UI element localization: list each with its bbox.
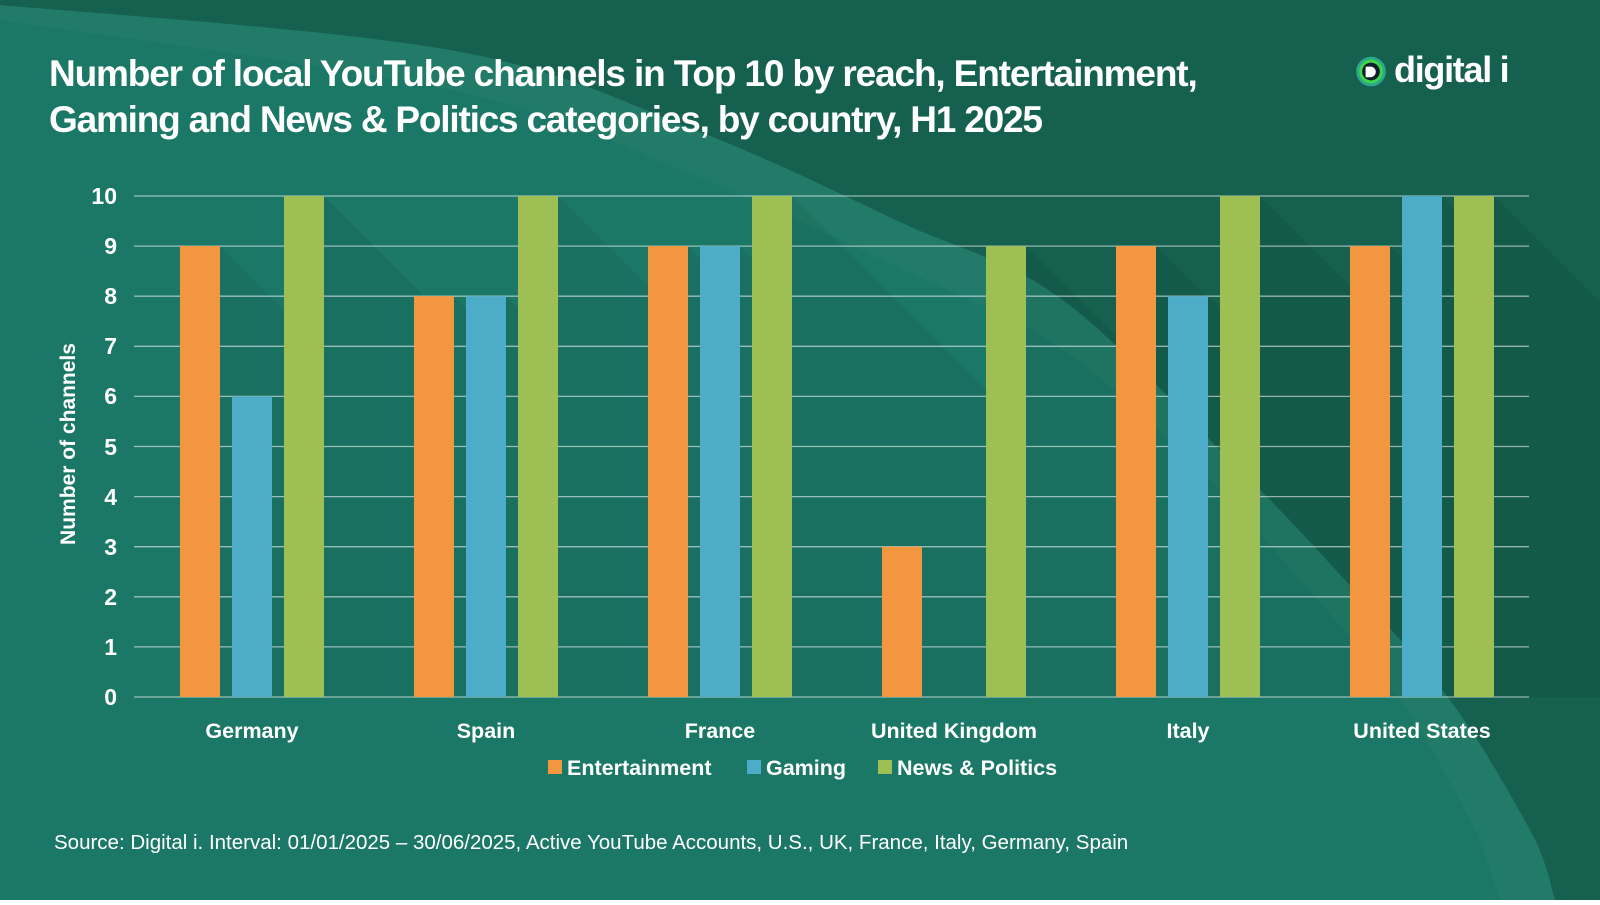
svg-text:Gaming and News & Politics cat: Gaming and News & Politics categories, b…: [49, 99, 1042, 140]
svg-text:Number of local YouTube channe: Number of local YouTube channels in Top …: [49, 53, 1197, 94]
svg-text:1: 1: [104, 634, 117, 660]
svg-text:digital i: digital i: [1394, 49, 1508, 90]
svg-text:France: France: [685, 719, 756, 743]
svg-text:2: 2: [104, 584, 117, 610]
svg-text:Italy: Italy: [1166, 719, 1209, 743]
svg-text:10: 10: [91, 183, 117, 209]
svg-text:Spain: Spain: [457, 719, 516, 743]
svg-text:United Kingdom: United Kingdom: [871, 719, 1037, 743]
svg-text:4: 4: [104, 484, 117, 510]
svg-text:6: 6: [104, 383, 117, 409]
svg-text:Germany: Germany: [205, 719, 298, 743]
svg-text:Source: Digital i. Interval: 0: Source: Digital i. Interval: 01/01/2025 …: [54, 831, 1128, 854]
svg-text:9: 9: [104, 233, 117, 259]
svg-text:5: 5: [104, 434, 117, 460]
svg-text:United States: United States: [1353, 719, 1490, 743]
svg-text:News & Politics: News & Politics: [897, 756, 1057, 780]
svg-text:8: 8: [104, 283, 117, 309]
svg-text:3: 3: [104, 534, 117, 560]
svg-text:Entertainment: Entertainment: [567, 756, 712, 780]
svg-text:7: 7: [104, 333, 117, 359]
svg-text:0: 0: [104, 684, 117, 710]
svg-text:Number of channels: Number of channels: [57, 343, 80, 545]
svg-text:Gaming: Gaming: [766, 756, 846, 780]
